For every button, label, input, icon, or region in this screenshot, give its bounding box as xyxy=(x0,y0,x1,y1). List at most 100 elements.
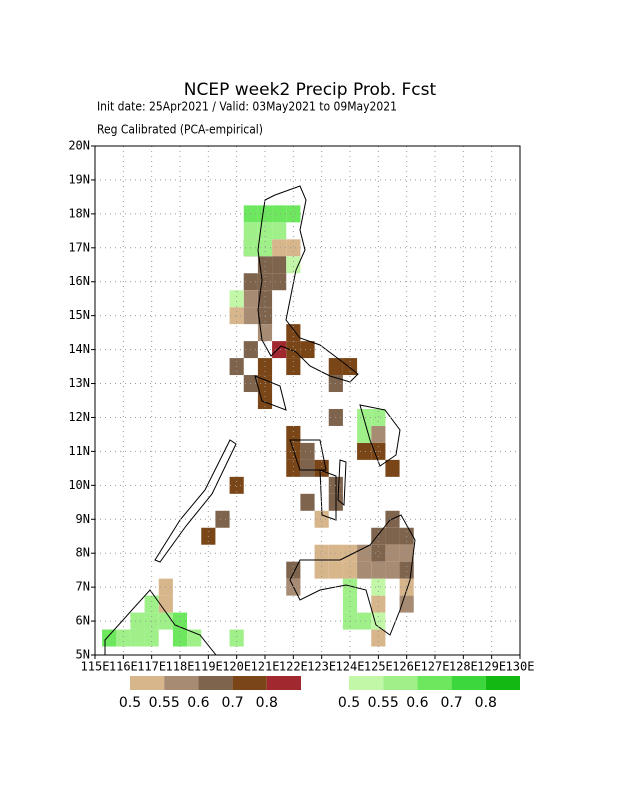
y-tick-label: 13N xyxy=(68,376,90,390)
dry-cell xyxy=(328,561,343,579)
y-tick-label: 17N xyxy=(68,240,90,254)
dry-cell xyxy=(272,239,287,257)
y-tick-label: 14N xyxy=(68,342,90,356)
x-tick-label: 120E xyxy=(222,660,251,674)
x-tick-label: 126E xyxy=(392,660,421,674)
dry-cell xyxy=(272,273,287,291)
dry-cell xyxy=(385,459,400,477)
dry-legend-label: 0.55 xyxy=(149,695,180,711)
x-tick-label: 123E xyxy=(307,660,336,674)
cebu xyxy=(337,459,347,507)
chart-subtitle: Init date: 25Apr2021 / Valid: 03May2021 … xyxy=(97,100,397,114)
dry-cell xyxy=(385,544,400,562)
x-tick-label: 130E xyxy=(506,660,535,674)
dry-legend-label: 0.5 xyxy=(119,695,141,711)
wet-cell xyxy=(286,205,301,223)
y-tick-label: 8N xyxy=(76,546,90,560)
y-tick-label: 11N xyxy=(68,444,90,458)
dry-cell xyxy=(286,324,301,342)
y-tick-label: 10N xyxy=(68,478,90,492)
wet-legend-swatch xyxy=(451,676,486,690)
dry-cell xyxy=(272,341,287,359)
dry-legend-label: 0.7 xyxy=(221,695,243,711)
x-tick-label: 124E xyxy=(336,660,365,674)
dry-cell xyxy=(300,493,315,511)
wet-legend-label: 0.55 xyxy=(368,695,399,711)
y-tick-label: 6N xyxy=(76,614,90,628)
dry-cell xyxy=(257,290,273,308)
x-tick-label: 117E xyxy=(137,660,166,674)
dry-legend-swatch xyxy=(266,676,301,690)
dry-cell xyxy=(229,307,244,325)
plot-frame xyxy=(94,145,521,656)
y-tick-label: 12N xyxy=(68,410,90,424)
dry-cell xyxy=(286,425,301,443)
coastline xyxy=(104,185,416,656)
x-tick-label: 129E xyxy=(477,660,506,674)
wet-cell xyxy=(357,425,372,443)
wet-cell xyxy=(144,595,159,613)
dry-cell xyxy=(357,442,372,460)
dry-cell xyxy=(314,544,329,562)
dry-cell xyxy=(357,561,372,579)
wet-legend-swatch xyxy=(417,676,452,690)
dry-cell xyxy=(385,527,400,545)
dry-cell xyxy=(314,561,329,579)
wet-legend-label: 0.8 xyxy=(475,695,497,711)
dry-cell xyxy=(286,459,301,477)
x-tick-label: 116E xyxy=(109,660,138,674)
y-tick-label: 16N xyxy=(68,274,90,288)
dry-cell xyxy=(342,561,358,579)
dry-cell xyxy=(158,595,173,613)
x-tick-label: 127E xyxy=(421,660,450,674)
dry-cell xyxy=(300,459,315,477)
dry-cell xyxy=(257,392,273,409)
y-tick-label: 18N xyxy=(68,206,90,220)
wet-cell xyxy=(130,612,145,630)
wet-cell xyxy=(371,408,386,426)
mindoro xyxy=(254,375,287,411)
dry-cell xyxy=(371,561,386,579)
x-tick-label: 118E xyxy=(166,660,195,674)
y-tick-label: 20N xyxy=(68,139,90,153)
dry-cell xyxy=(371,425,386,443)
dry-legend-swatch xyxy=(130,676,165,690)
wet-cell xyxy=(342,595,358,613)
dry-cell xyxy=(243,290,258,308)
dry-cell xyxy=(314,510,329,528)
dry-cell xyxy=(399,578,414,596)
y-tick-label: 19N xyxy=(68,172,90,186)
y-tick-label: 5N xyxy=(76,648,90,662)
wet-legend-swatch xyxy=(349,676,384,690)
wet-legend-swatch xyxy=(485,676,520,690)
dry-cell xyxy=(385,561,400,579)
samar-leyte xyxy=(359,404,401,467)
x-tick-label: 115E xyxy=(81,660,110,674)
x-tick-label: 125E xyxy=(364,660,393,674)
dry-cell xyxy=(215,510,230,528)
x-tick-label: 121E xyxy=(251,660,280,674)
wet-legend-label: 0.7 xyxy=(440,695,462,711)
wet-cell xyxy=(144,629,159,647)
wet-cell xyxy=(357,612,372,630)
dry-cell xyxy=(399,544,414,562)
wet-cell xyxy=(243,222,258,240)
palawan xyxy=(154,439,237,563)
x-tick-label: 119E xyxy=(194,660,223,674)
dry-cell xyxy=(286,239,301,257)
chart-title: NCEP week2 Precip Prob. Fcst xyxy=(184,80,437,100)
dry-cell xyxy=(314,459,329,477)
dry-cell xyxy=(328,358,343,376)
wet-cell xyxy=(116,629,131,647)
wet-cell xyxy=(102,629,117,647)
dry-cell xyxy=(229,476,244,494)
dry-cell xyxy=(371,544,386,562)
y-tick-label: 7N xyxy=(76,580,90,594)
dry-cell xyxy=(300,341,315,359)
wet-cell xyxy=(172,629,188,647)
legend: 0.5 0.55 0.6 0.7 0.8 0.5 0.55 0.6 0.7 0.8 xyxy=(119,676,520,711)
wet-legend-swatch xyxy=(383,676,418,690)
wet-cell xyxy=(357,408,372,426)
